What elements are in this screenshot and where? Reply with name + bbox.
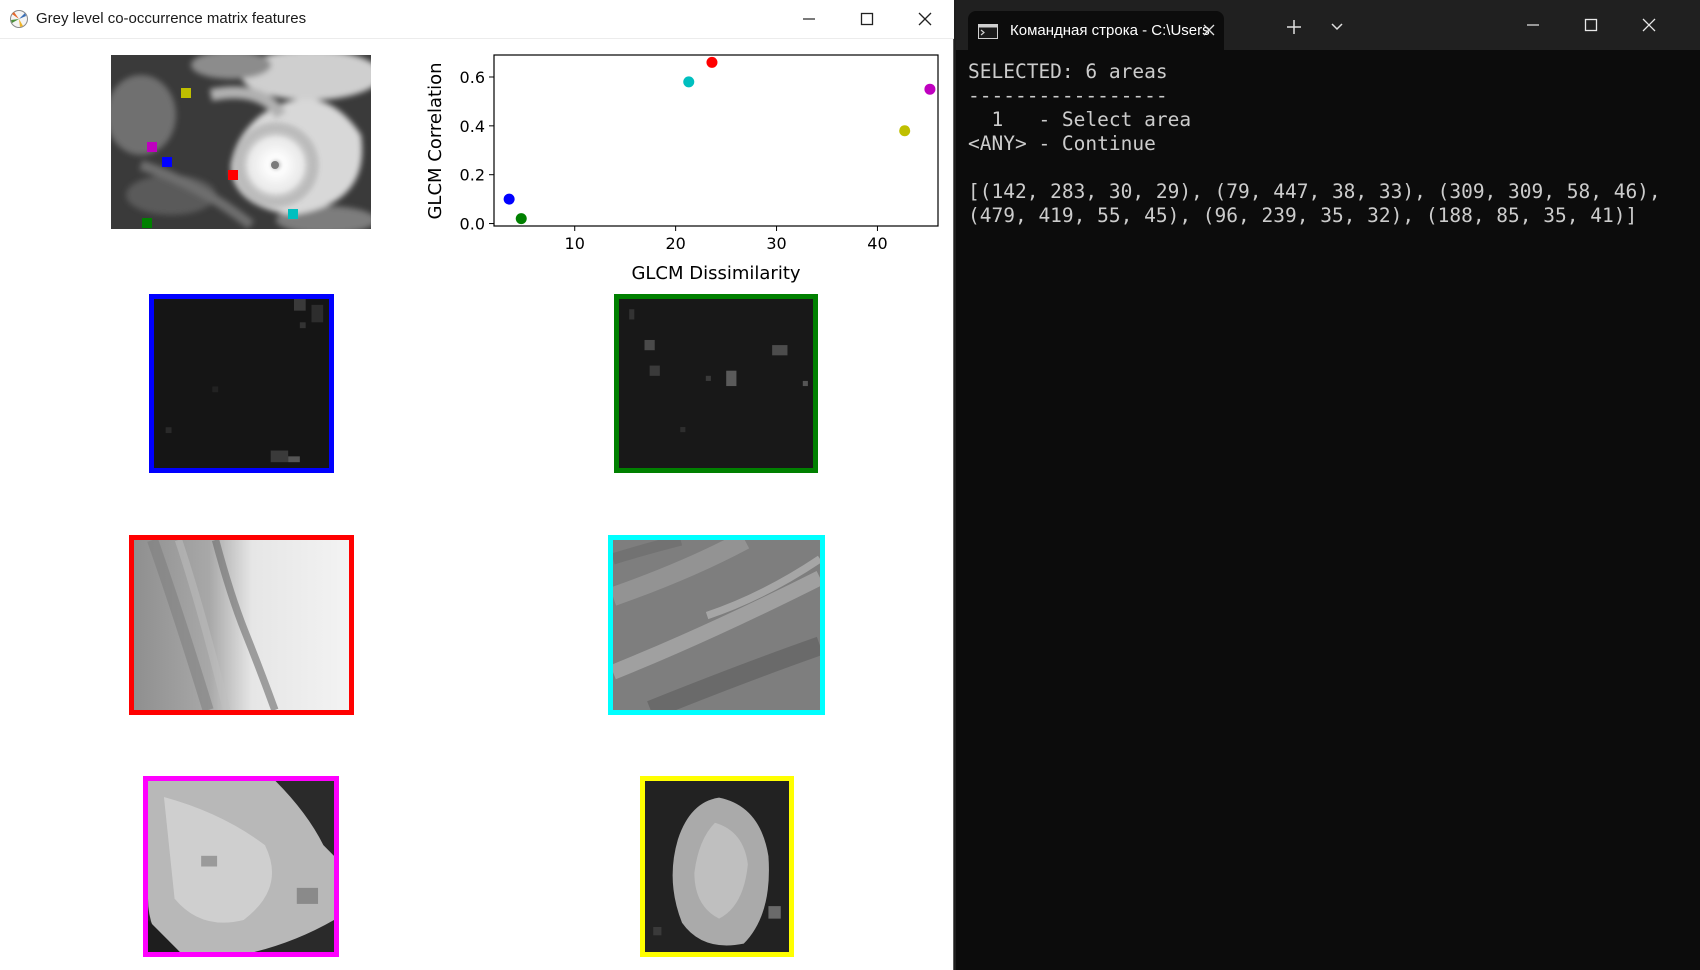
title-bar[interactable]: Grey level co-occurrence matrix features <box>0 0 954 39</box>
figure-window: Grey level co-occurrence matrix features <box>0 0 954 970</box>
console-line: <ANY> - Continue <box>968 132 1156 155</box>
marker-yellow <box>181 88 191 98</box>
scatter-point-blue <box>503 193 515 205</box>
terminal-minimize-button[interactable] <box>1504 0 1562 50</box>
maximize-button[interactable] <box>838 0 896 38</box>
console-line <box>968 156 1693 180</box>
marker-magenta <box>147 142 157 152</box>
minimize-icon <box>1527 24 1539 26</box>
minimize-button[interactable] <box>780 0 838 38</box>
y-axis-label: GLCM Correlation <box>425 62 446 219</box>
y-tick-label: 0.6 <box>460 68 485 87</box>
close-icon <box>1642 18 1656 32</box>
scatter-point-cyan <box>683 76 695 88</box>
x-axis-label: GLCM Dissimilarity <box>631 263 800 284</box>
terminal-maximize-button[interactable] <box>1562 0 1620 50</box>
minimize-icon <box>803 18 815 20</box>
marker-red <box>228 170 238 180</box>
console-line: SELECTED: 6 areas <box>968 60 1168 83</box>
patch-red <box>129 535 354 715</box>
x-tick-label: 20 <box>665 234 685 253</box>
console-line: ----------------- <box>968 84 1168 107</box>
patch-cyan <box>608 535 825 715</box>
y-tick-label: 0.4 <box>460 117 485 136</box>
glcm-scatter-plot: 10 20 30 400.00.20.40.6 GLCM Dissimilarity … <box>425 54 939 284</box>
x-tick-label: 10 <box>565 234 585 253</box>
patch-blue <box>149 294 334 473</box>
marker-cyan <box>288 209 298 219</box>
chevron-down-icon[interactable] <box>1330 22 1344 32</box>
console-output[interactable]: SELECTED: 6 areas ----------------- 1 - … <box>968 60 1693 228</box>
marker-green <box>142 218 152 228</box>
plot-frame <box>493 54 939 227</box>
close-button[interactable] <box>896 0 954 38</box>
tab-title: Командная строка - C:\Users <box>1010 22 1210 39</box>
matplotlib-icon <box>10 10 28 28</box>
scatter-point-yellow <box>899 125 911 137</box>
y-tick-label: 0.2 <box>460 166 485 185</box>
y-tick-label: 0.0 <box>460 215 485 234</box>
window-title: Grey level co-occurrence matrix features <box>36 10 307 27</box>
cmd-icon <box>978 24 998 39</box>
terminal-close-button[interactable] <box>1620 0 1678 50</box>
tab-cmd[interactable]: Командная строка - C:\Users <box>968 11 1224 50</box>
maximize-icon <box>1584 18 1598 32</box>
terminal-window: Командная строка - C:\Users SELECTED: 6 … <box>956 0 1700 970</box>
new-tab-icon[interactable] <box>1286 19 1302 35</box>
console-line: 1 - Select area <box>968 108 1192 131</box>
scatter-point-green <box>515 213 527 225</box>
area-markers <box>142 88 298 228</box>
marker-blue <box>162 157 172 167</box>
satellite-overview-image <box>111 55 371 229</box>
patch-yellow <box>640 776 794 957</box>
tab-strip[interactable]: Командная строка - C:\Users <box>956 0 1700 50</box>
x-tick-label: 40 <box>867 234 887 253</box>
console-line: [(142, 283, 30, 29), (79, 447, 38, 33), … <box>968 180 1661 203</box>
scatter-point-red <box>706 56 718 68</box>
patch-magenta <box>143 776 339 957</box>
scatter-point-magenta <box>924 83 936 95</box>
console-line: (479, 419, 55, 45), (96, 239, 35, 32), (… <box>968 204 1638 227</box>
maximize-icon <box>860 12 874 26</box>
close-icon <box>918 12 932 26</box>
close-tab-icon[interactable] <box>1202 23 1216 37</box>
x-tick-label: 30 <box>766 234 786 253</box>
patch-green <box>614 294 818 473</box>
